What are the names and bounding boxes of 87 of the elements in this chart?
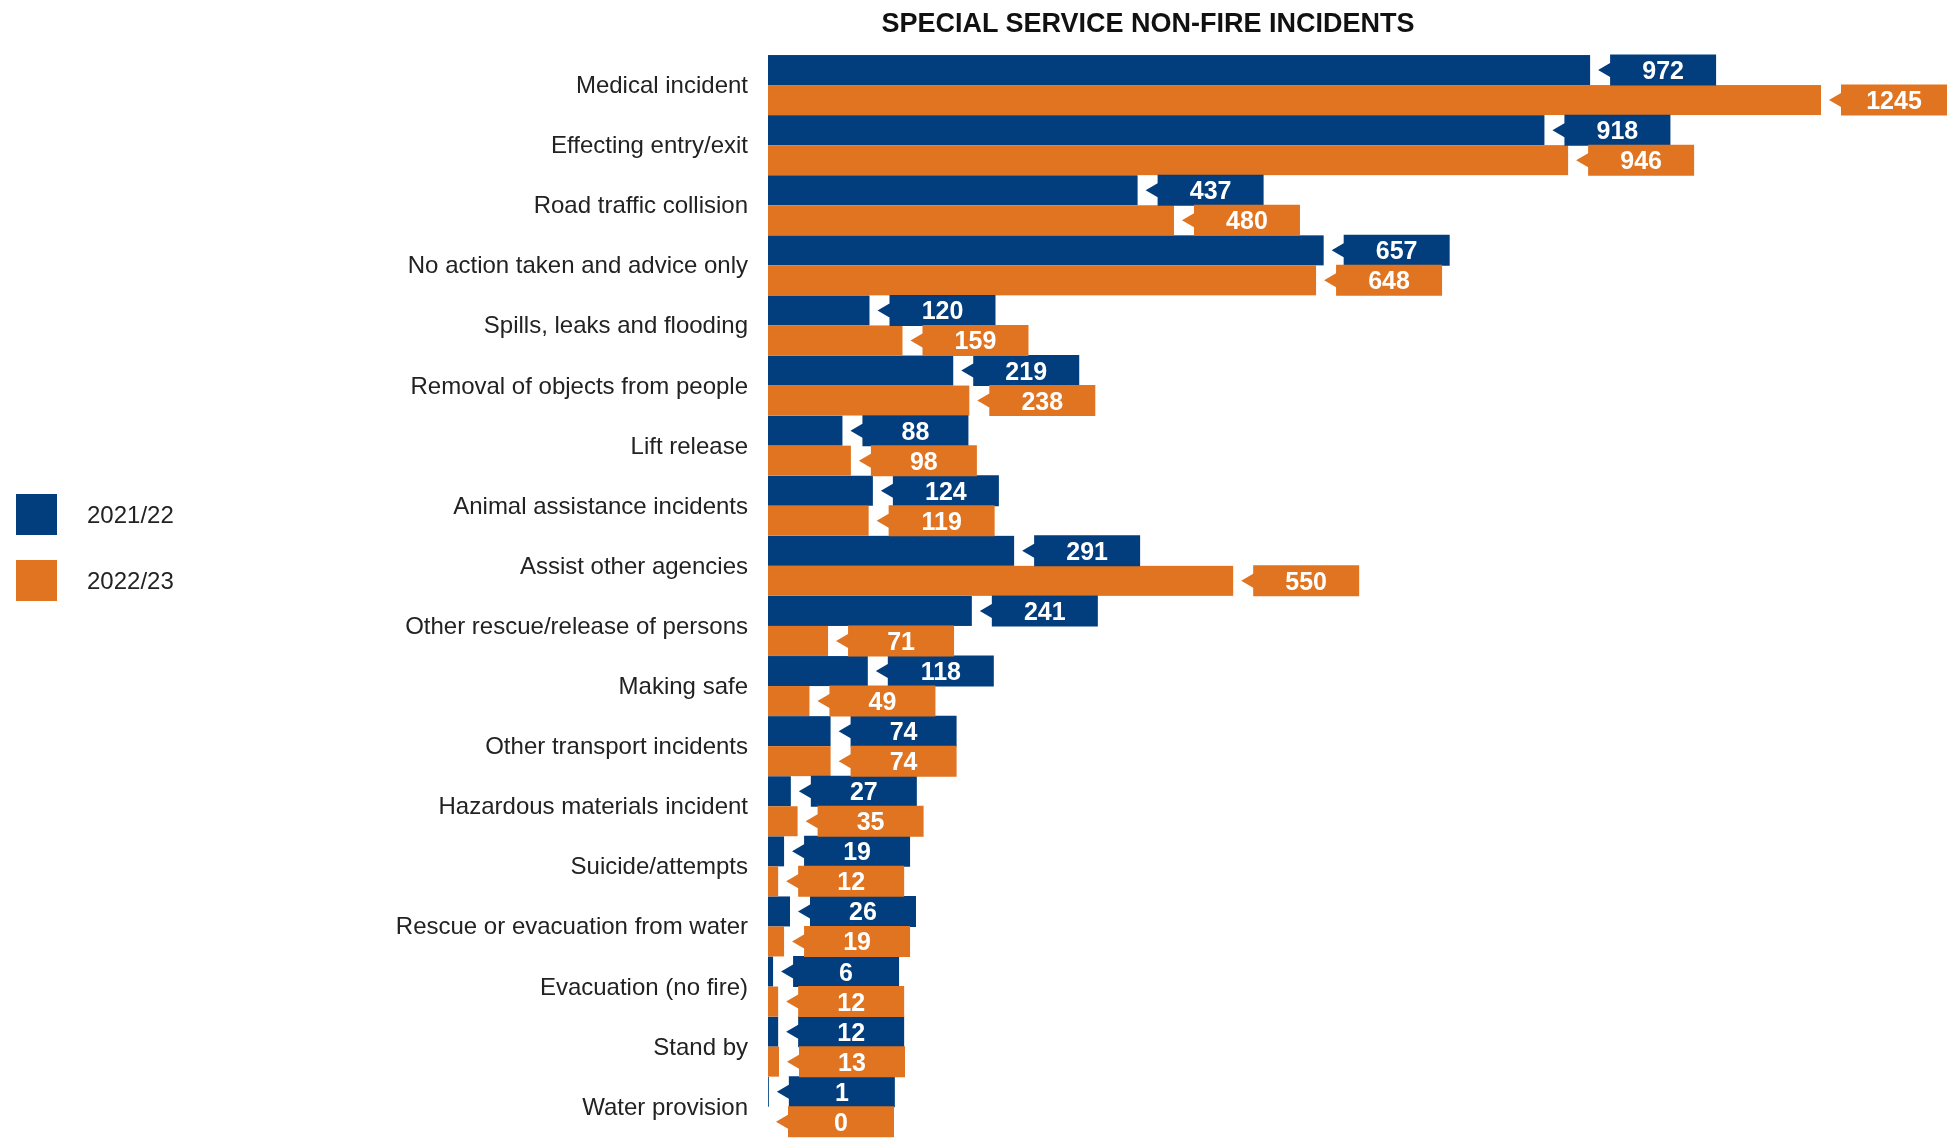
y-tick-label: Lift release (630, 431, 748, 459)
data-label: 98 (909, 446, 938, 475)
bar (768, 1046, 779, 1077)
chart-title: SPECIAL SERVICE NON-FIRE INCIDENTS (881, 8, 1415, 38)
data-label: 74 (889, 747, 918, 776)
data-label: 13 (838, 1047, 866, 1076)
data-label: 27 (849, 777, 878, 806)
data-label: 88 (901, 416, 930, 445)
data-label: 550 (1285, 566, 1328, 595)
data-label: 972 (1642, 56, 1684, 85)
bar (768, 115, 1545, 146)
y-tick-label: Assist other agencies (519, 551, 748, 579)
y-tick-label: Removal of objects from people (410, 371, 748, 399)
y-tick-label: Spills, leaks and flooding (483, 311, 748, 339)
bar (768, 235, 1324, 266)
bar (768, 926, 785, 957)
y-tick-label: Other rescue/release of persons (405, 611, 748, 639)
bar (768, 535, 1015, 566)
data-label: 12 (837, 1017, 866, 1046)
y-tick-label: Medical incident (575, 71, 749, 99)
data-label: 480 (1226, 206, 1268, 235)
bar (768, 986, 779, 1017)
y-tick-label: Water provision (582, 1092, 748, 1120)
y-tick-label: Other transport incidents (485, 732, 748, 760)
bar (768, 686, 810, 717)
bar (768, 565, 1234, 596)
data-label: 119 (921, 506, 962, 535)
y-tick-label: Evacuation (no fire) (539, 972, 748, 1000)
y-tick-label: Stand by (653, 1032, 748, 1060)
data-label: 124 (925, 476, 967, 505)
data-label: 19 (843, 837, 871, 866)
bar (768, 776, 791, 807)
y-tick-label: Making safe (618, 672, 748, 700)
legend-label: 2022/23 (87, 567, 174, 594)
bar (768, 475, 873, 506)
bar (768, 205, 1174, 236)
bar (768, 415, 843, 446)
y-tick-label: Rescue or evacuation from water (395, 912, 748, 940)
bar (768, 716, 831, 747)
data-label: 49 (868, 687, 897, 716)
bar (768, 325, 903, 356)
bar (768, 55, 1591, 86)
data-label: 1 (834, 1077, 849, 1106)
bar (768, 896, 790, 927)
bar (768, 145, 1569, 176)
data-label: 648 (1368, 266, 1411, 295)
data-label: 437 (1189, 176, 1232, 205)
data-label: 12 (837, 867, 866, 896)
data-label: 219 (1005, 356, 1048, 385)
data-label: 657 (1375, 236, 1418, 265)
y-tick-label: Hazardous materials incident (438, 792, 749, 820)
bar (768, 265, 1317, 296)
data-label: 946 (1620, 146, 1662, 175)
bar (768, 505, 869, 536)
legend-label: 2021/22 (87, 501, 174, 528)
data-label: 6 (839, 957, 854, 986)
data-label: 159 (954, 326, 997, 355)
data-label: 71 (887, 626, 916, 655)
bar (768, 866, 779, 897)
data-label: 12 (837, 987, 866, 1016)
data-label: 291 (1066, 536, 1109, 565)
bar (768, 355, 954, 386)
data-label: 1245 (1866, 86, 1922, 115)
y-tick-label: Animal assistance incidents (453, 491, 748, 519)
data-label: 238 (1021, 386, 1064, 415)
bar (768, 806, 798, 837)
data-label: 118 (920, 657, 962, 686)
bar (768, 85, 1821, 116)
y-tick-label: Effecting entry/exit (551, 131, 749, 159)
bar (768, 836, 785, 867)
bar (768, 295, 870, 326)
y-tick-label: Suicide/attempts (570, 852, 748, 880)
y-tick-label: Road traffic collision (533, 191, 748, 219)
bar (768, 175, 1138, 206)
bar (768, 445, 851, 476)
y-tick-label: No action taken and advice only (407, 251, 748, 279)
data-label: 26 (849, 897, 877, 926)
data-label: 241 (1023, 596, 1066, 625)
data-label: 918 (1596, 116, 1639, 145)
data-label: 19 (843, 927, 871, 956)
data-label: 0 (834, 1107, 848, 1136)
bar (768, 1016, 779, 1047)
data-label: 35 (856, 807, 885, 836)
data-label: 120 (921, 296, 964, 325)
bar (768, 956, 774, 987)
bar (768, 625, 829, 656)
data-label: 74 (889, 717, 918, 746)
